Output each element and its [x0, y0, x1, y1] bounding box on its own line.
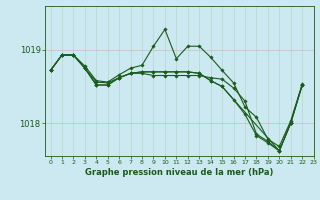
X-axis label: Graphe pression niveau de la mer (hPa): Graphe pression niveau de la mer (hPa)	[85, 168, 273, 177]
